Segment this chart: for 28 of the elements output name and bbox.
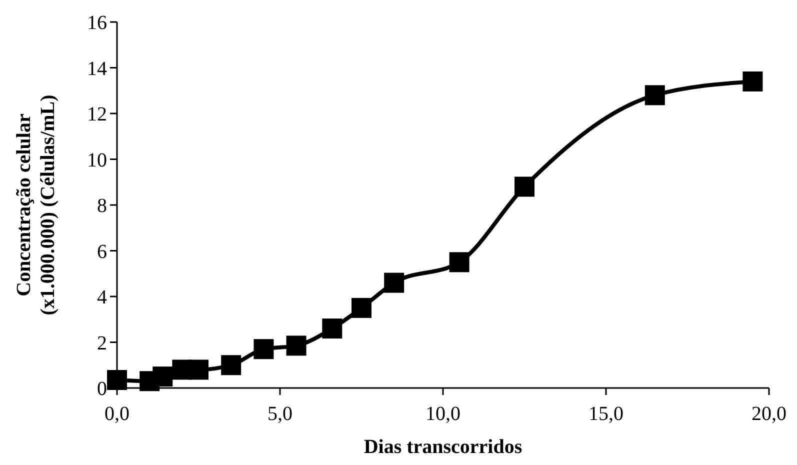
point <box>449 252 470 272</box>
y-tick-label: 4 <box>97 286 107 308</box>
y-tick-label: 14 <box>87 58 107 80</box>
x-axis-title: Dias transcorridos <box>364 436 522 458</box>
point <box>322 318 342 339</box>
point <box>742 71 763 92</box>
y-axis-title: Concentração celular (x1.000.000) (Células/mL) <box>13 94 59 316</box>
point <box>107 370 127 390</box>
point <box>514 176 534 197</box>
y-tick-label: 16 <box>87 12 107 34</box>
x-tick-label: 20,0 <box>752 403 786 425</box>
y-tick-label: 8 <box>97 195 107 217</box>
y-tick-label: 10 <box>87 149 107 172</box>
point <box>384 272 404 293</box>
x-tick-label: 0,0 <box>104 403 130 425</box>
point <box>286 336 306 356</box>
point <box>188 360 208 380</box>
y-tick-label: 6 <box>97 240 107 263</box>
point <box>644 85 665 106</box>
point <box>221 355 242 376</box>
point <box>254 339 274 360</box>
y-tick-label: 12 <box>87 104 107 126</box>
x-tick-label: 10,0 <box>426 403 460 425</box>
x-tick-label: 15,0 <box>588 403 624 425</box>
y-tick-label: 0 <box>97 378 107 400</box>
x-tick-label: 5,0 <box>268 403 292 425</box>
y-tick-label: 2 <box>97 332 107 354</box>
point <box>352 298 372 318</box>
